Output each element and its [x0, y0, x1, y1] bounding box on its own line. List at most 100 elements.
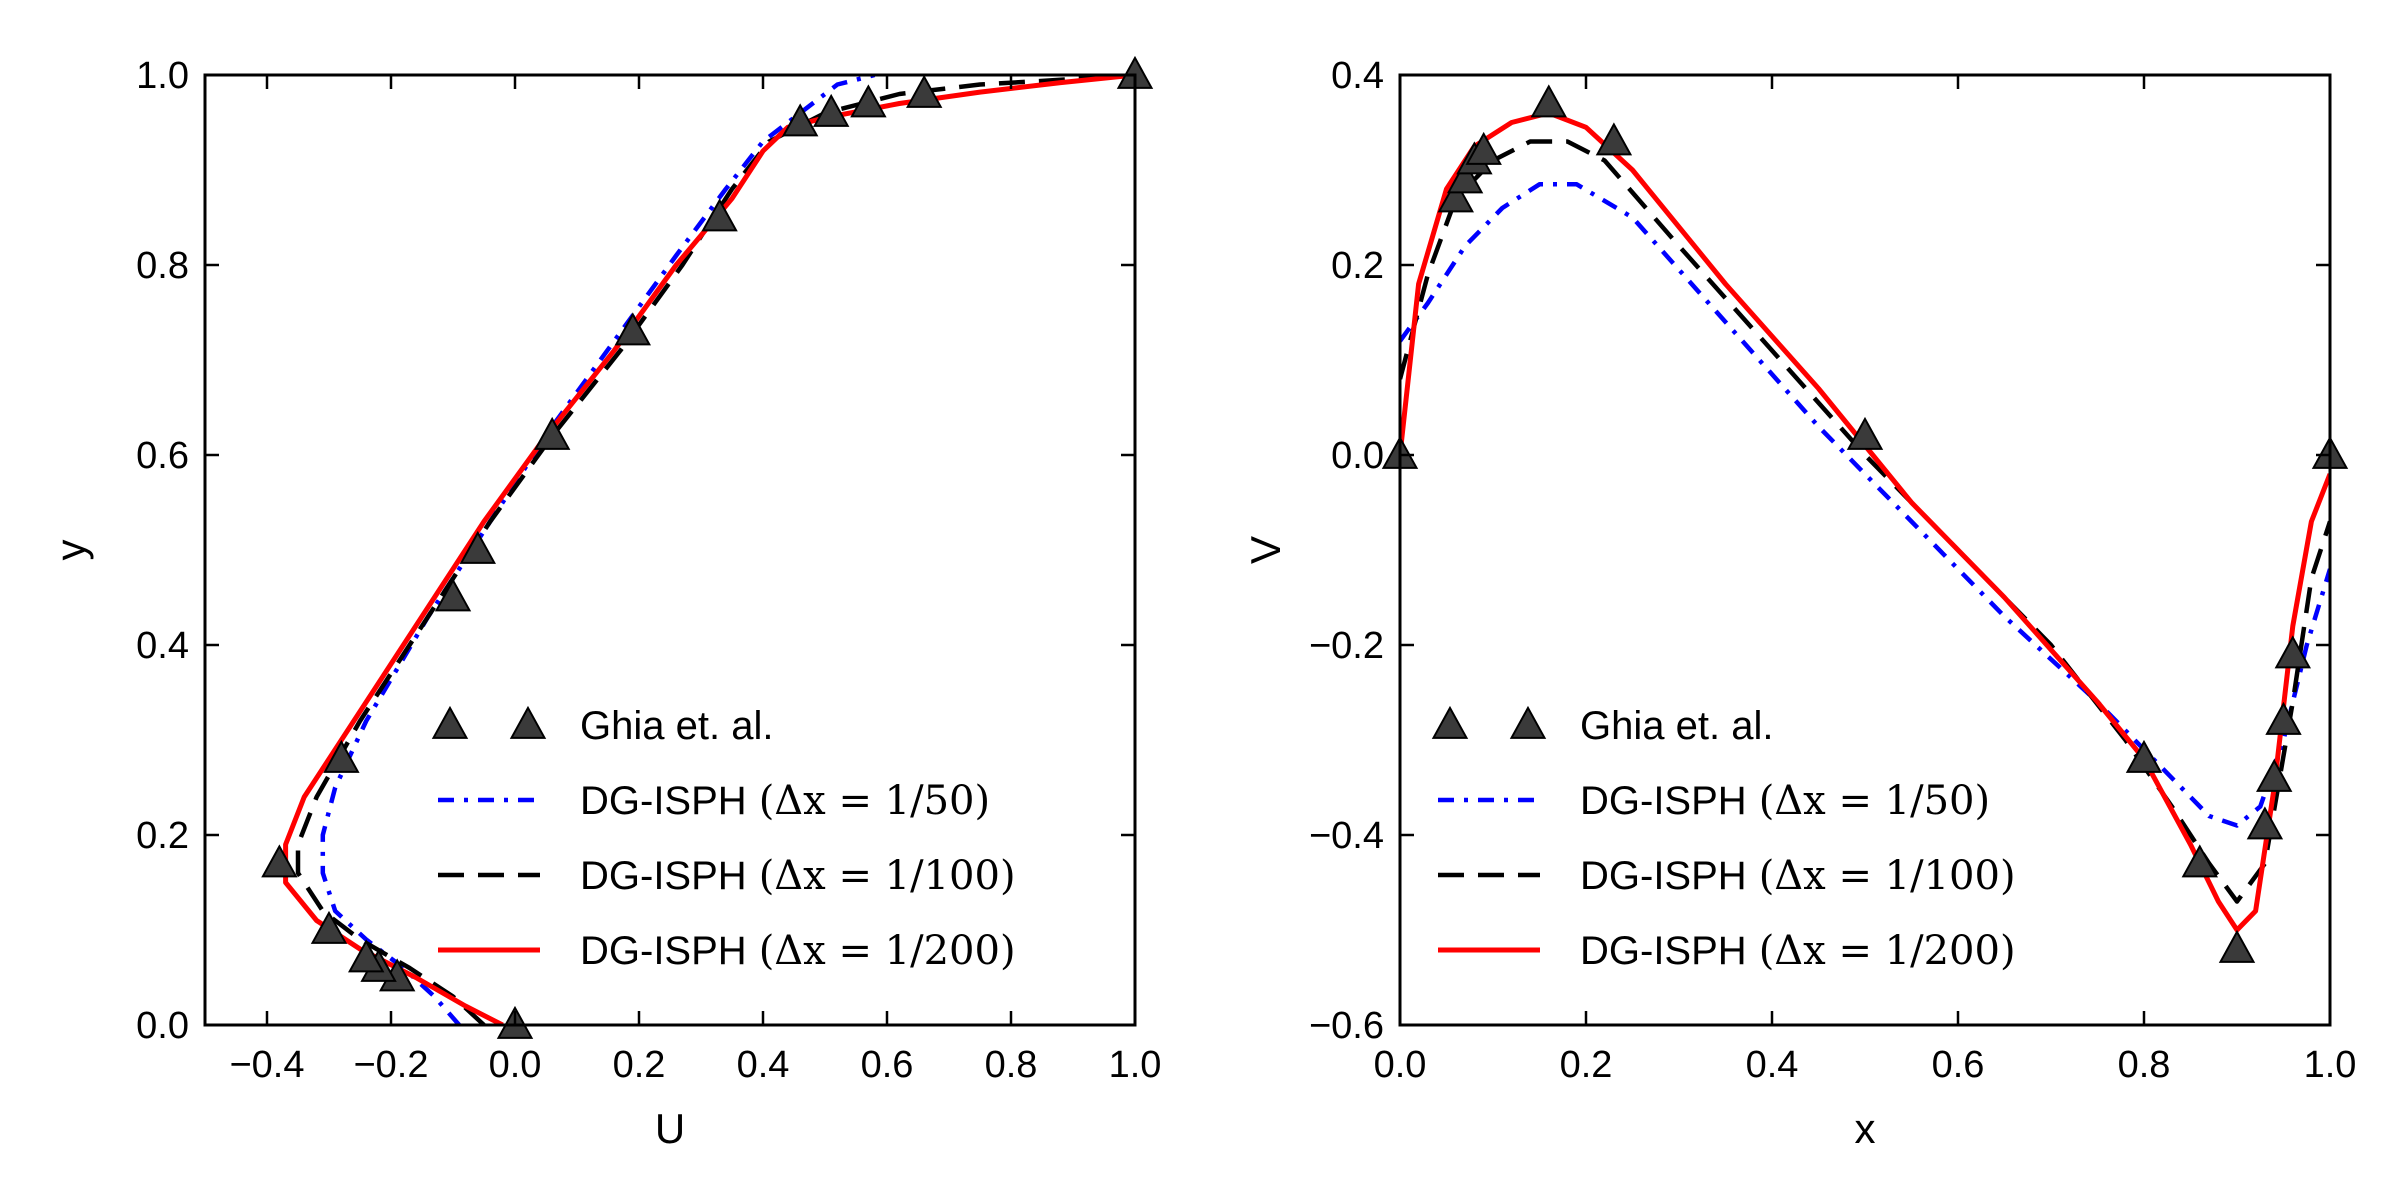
legend-item: DG-ISPH (Δx = 1/100) [1438, 853, 2016, 899]
data-point-marker [261, 844, 298, 878]
chart-1-legend: Ghia et. al. DG-ISPH (Δx = 1/50) DG-ISPH (Δx… [431, 704, 1016, 974]
series-markers-0 [261, 55, 1154, 1039]
data-point-marker [2274, 635, 2311, 669]
y-axis-label: y [47, 540, 94, 561]
legend-marker [431, 705, 469, 739]
x-tick-label: 0.6 [861, 1044, 914, 1086]
legend-math: (Δx = 1/200) [759, 928, 1016, 974]
x-tick-label: 0.4 [1746, 1044, 1799, 1086]
legend-item: Ghia et. al. [1431, 704, 1773, 748]
y-tick-label: 0.8 [136, 245, 189, 287]
legend-marker [1509, 705, 1547, 739]
legend-math: (Δx = 1/50) [759, 778, 990, 824]
x-axis-label: x [1855, 1105, 1876, 1152]
legend-item: DG-ISPH (Δx = 1/50) [438, 778, 990, 824]
data-point-marker [348, 939, 385, 973]
data-point-marker [2256, 758, 2293, 792]
x-tick-label: 0.0 [489, 1044, 542, 1086]
data-point-marker [2218, 929, 2256, 963]
legend-math: (Δx = 1/100) [1759, 853, 2016, 899]
x-tick-label: 0.8 [2118, 1044, 2171, 1086]
series-line-1 [1400, 182, 2330, 828]
x-tick-label: 0.8 [985, 1044, 1038, 1086]
legend-name: DG-ISPH [580, 929, 747, 973]
data-point-marker [1437, 179, 1474, 213]
data-point-marker [459, 530, 496, 564]
legend-marker [509, 705, 547, 739]
legend-item: Ghia et. al. [431, 704, 773, 748]
legend-marker [1431, 705, 1469, 739]
legend-item: DG-ISPH (Δx = 1/50) [1438, 778, 1990, 824]
x-tick-label: 0.4 [737, 1044, 790, 1086]
legend-item: DG-ISPH (Δx = 1/200) [1438, 928, 2016, 974]
data-point-marker [434, 578, 472, 612]
chart-1: −0.4 −0.2 0.0 0.2 0.4 0.6 0.8 1.0 0.0 0.2 0.4 0.6 0.… [47, 55, 1161, 1152]
legend-label: Ghia et. al. [580, 704, 773, 748]
legend-name: DG-ISPH [580, 854, 747, 898]
data-point-marker [1446, 160, 1484, 194]
legend-label: DG-ISPH (Δx = 1/200) [580, 928, 1016, 974]
data-point-marker [614, 312, 651, 346]
x-tick-label: 0.2 [613, 1044, 666, 1086]
y-tick-label: −0.4 [1309, 815, 1384, 857]
y-tick-label: 0.4 [1331, 55, 1384, 97]
y-tick-label: 0.4 [136, 625, 189, 667]
data-point-marker [1846, 416, 1884, 450]
data-point-marker [850, 84, 887, 118]
legend-label: DG-ISPH (Δx = 1/200) [1580, 928, 2016, 974]
legend-math: (Δx = 1/50) [1759, 778, 1990, 824]
data-point-marker [2181, 844, 2218, 878]
data-point-marker [1530, 84, 1567, 118]
x-tick-label: −0.2 [353, 1044, 428, 1086]
chart-2-frame [1398, 73, 2332, 1027]
data-point-marker [2246, 806, 2284, 840]
y-tick-label: 0.2 [1331, 245, 1384, 287]
y-tick-label: 1.0 [136, 55, 189, 97]
series-markers-0 [1381, 84, 2349, 963]
x-axis-label: U [655, 1105, 685, 1152]
data-point-marker [1595, 122, 1633, 156]
x-tick-label: 1.0 [1109, 1044, 1162, 1086]
data-point-marker [813, 93, 850, 127]
data-point-marker [1465, 131, 1502, 165]
legend-name: DG-ISPH [1580, 854, 1747, 898]
y-axis-label: V [1242, 536, 1289, 564]
legend-name: DG-ISPH [580, 779, 747, 823]
x-tick-label: 0.6 [1932, 1044, 1985, 1086]
legend-label: DG-ISPH (Δx = 1/100) [580, 853, 1016, 899]
data-point-marker [310, 910, 348, 944]
legend-name: Ghia et. al. [580, 704, 773, 748]
y-tick-label: −0.6 [1309, 1005, 1384, 1047]
legend-item: DG-ISPH (Δx = 1/100) [438, 853, 1016, 899]
y-tick-label: 0.0 [136, 1005, 189, 1047]
data-point-marker [323, 739, 360, 773]
chart-2-legend: Ghia et. al. DG-ISPH (Δx = 1/50) DG-ISPH (Δx… [1431, 704, 2016, 974]
legend-label: Ghia et. al. [1580, 704, 1773, 748]
x-tick-label: 0.0 [1374, 1044, 1427, 1086]
legend-label: DG-ISPH (Δx = 1/50) [1580, 778, 1990, 824]
legend-name: Ghia et. al. [1580, 704, 1773, 748]
data-point-marker [534, 416, 571, 450]
chart-2: 0.0 0.2 0.4 0.6 0.8 1.0 −0.6 −0.4 −0.2 0.0 0.2 0.4 x… [1242, 55, 2356, 1152]
data-point-marker [906, 74, 943, 108]
y-tick-label: −0.2 [1309, 625, 1384, 667]
x-tick-label: −0.4 [229, 1044, 304, 1086]
series-line-2 [295, 75, 1135, 1025]
legend-math: (Δx = 1/200) [1759, 928, 2016, 974]
legend-label: DG-ISPH (Δx = 1/100) [1580, 853, 2016, 899]
chart-2-series [1400, 110, 2330, 933]
legend-label: DG-ISPH (Δx = 1/50) [580, 778, 990, 824]
series-line-3 [1400, 110, 2330, 933]
data-point-marker [701, 198, 738, 232]
data-point-marker [782, 103, 819, 137]
legend-math: (Δx = 1/100) [759, 853, 1016, 899]
legend-name: DG-ISPH [1580, 929, 1747, 973]
y-tick-label: 0.2 [136, 815, 189, 857]
y-tick-label: 0.0 [1331, 435, 1384, 477]
x-tick-label: 1.0 [2304, 1044, 2357, 1086]
data-point-marker [2265, 701, 2302, 735]
x-tick-label: 0.2 [1560, 1044, 1613, 1086]
legend-item: DG-ISPH (Δx = 1/200) [438, 928, 1016, 974]
data-point-marker [2125, 739, 2163, 773]
